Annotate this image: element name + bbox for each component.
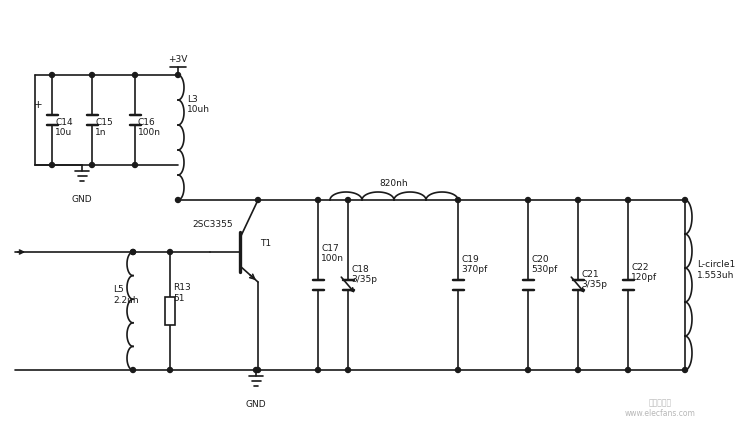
Circle shape [315,368,320,372]
Text: GND: GND [72,195,93,204]
Text: C20
530pf: C20 530pf [531,255,557,274]
Circle shape [131,250,135,254]
Text: C22
120pf: C22 120pf [631,263,657,282]
Circle shape [346,368,350,372]
Text: +3V: +3V [168,55,187,64]
Text: L-circle1
1.553uh: L-circle1 1.553uh [697,260,735,280]
Text: C17
100n: C17 100n [321,244,344,263]
Text: R13
51: R13 51 [173,283,190,303]
Text: L5
2.2uh: L5 2.2uh [113,285,139,305]
Circle shape [176,198,181,202]
Circle shape [167,250,173,254]
Circle shape [90,162,95,167]
Text: C18
3/35p: C18 3/35p [351,265,377,285]
Circle shape [253,368,258,372]
Circle shape [131,250,135,254]
Circle shape [575,198,580,202]
Text: C14
10u: C14 10u [55,118,72,138]
Text: +: + [34,100,43,110]
Bar [165,297,175,325]
Text: C21
3/35p: C21 3/35p [581,270,607,289]
Circle shape [683,368,687,372]
Circle shape [525,198,530,202]
Circle shape [49,72,55,78]
Text: 2SC3355: 2SC3355 [192,220,232,229]
Circle shape [167,368,173,372]
Circle shape [132,72,137,78]
Circle shape [131,368,135,372]
Text: C15
1n: C15 1n [95,118,113,138]
Circle shape [625,198,630,202]
Circle shape [456,198,460,202]
Circle shape [255,368,261,372]
Text: C16
100n: C16 100n [138,118,161,138]
Circle shape [90,72,95,78]
Circle shape [456,368,460,372]
Circle shape [525,368,530,372]
Text: 电子发烧友
www.elecfans.com: 电子发烧友 www.elecfans.com [624,399,695,418]
Circle shape [346,198,350,202]
Circle shape [49,162,55,167]
Circle shape [315,198,320,202]
Text: 820nh: 820nh [379,179,409,188]
Text: T1: T1 [260,239,271,248]
Text: C19
370pf: C19 370pf [461,255,487,274]
Circle shape [625,368,630,372]
Text: L3
10uh: L3 10uh [187,95,210,115]
Circle shape [575,368,580,372]
Circle shape [683,198,687,202]
Circle shape [176,72,181,78]
Circle shape [132,162,137,167]
Text: GND: GND [246,400,267,409]
Circle shape [255,198,261,202]
